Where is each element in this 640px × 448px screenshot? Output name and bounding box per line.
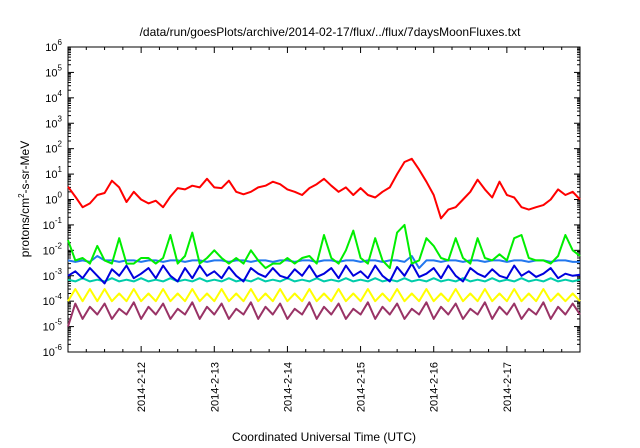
y-tick-exponent: 0 — [58, 191, 63, 200]
y-tick-exponent: -4 — [55, 292, 63, 301]
x-tick-label: 2014-2-14 — [282, 362, 294, 412]
data-series — [67, 157, 581, 327]
y-axis-label-sup: 2 — [17, 193, 26, 198]
y-tick-label: 10-2 — [43, 241, 63, 257]
x-tick-label: 2014-2-12 — [136, 362, 148, 412]
y-tick-exponent: 5 — [58, 63, 63, 72]
x-tick-label: 2014-2-17 — [502, 362, 514, 412]
y-tick-base: 10 — [45, 93, 57, 105]
x-axis-label: Coordinated Universal Time (UTC) — [232, 430, 416, 444]
y-tick-base: 10 — [43, 322, 55, 334]
y-tick-base: 10 — [45, 118, 57, 130]
x-axis-ticks: 2014-2-12 2014-2-13 2014-2-14 2014-2-15 2014… — [67, 47, 581, 412]
series-line-4 — [67, 277, 581, 283]
x-tick-label: 2014-2-15 — [356, 362, 368, 412]
y-tick-label: 10-6 — [43, 343, 63, 359]
y-tick-label: 102 — [45, 140, 62, 156]
y-tick-label: 106 — [45, 38, 62, 54]
y-tick-base: 10 — [43, 347, 55, 359]
y-tick-label: 10-3 — [43, 267, 63, 283]
y-tick-label: 10-1 — [43, 216, 63, 232]
y-tick-exponent: -3 — [55, 267, 63, 276]
y-axis-label: protons/cm2-s-sr-MeV — [17, 141, 32, 257]
y-tick-label: 104 — [45, 89, 62, 105]
y-tick-base: 10 — [45, 67, 57, 79]
y-tick-exponent: 2 — [58, 140, 63, 149]
y-tick-label: 101 — [45, 165, 62, 181]
y-axis-label-base: protons/cm — [18, 198, 32, 257]
y-tick-label: 105 — [45, 63, 62, 79]
y-tick-exponent: 3 — [58, 114, 63, 123]
y-tick-exponent: 4 — [58, 89, 63, 98]
y-axis-ticks: 10610510410310210110010-110-210-310-410-… — [43, 38, 580, 359]
y-tick-exponent: -2 — [55, 241, 63, 250]
series-line-1 — [67, 223, 581, 270]
series-line-0 — [67, 157, 581, 220]
chart-title: /data/run/goesPlots/archive/2014-02-17/f… — [140, 25, 522, 39]
y-tick-exponent: -6 — [55, 343, 63, 352]
series-line-6 — [67, 301, 581, 327]
plot-frame — [67, 46, 581, 353]
series-line-3 — [67, 255, 580, 270]
y-tick-base: 10 — [45, 144, 57, 156]
y-tick-base: 10 — [45, 195, 57, 207]
series-line-2 — [67, 262, 581, 285]
y-tick-base: 10 — [43, 271, 55, 283]
x-tick-label: 2014-2-16 — [429, 362, 441, 412]
y-tick-base: 10 — [45, 42, 57, 54]
series-line-5 — [67, 288, 581, 303]
y-tick-base: 10 — [45, 169, 57, 181]
y-tick-exponent: 6 — [58, 38, 63, 47]
y-tick-label: 10-5 — [43, 318, 63, 334]
y-tick-label: 103 — [45, 114, 62, 130]
y-tick-base: 10 — [43, 296, 55, 308]
y-tick-base: 10 — [43, 220, 55, 232]
y-tick-label: 100 — [45, 191, 62, 207]
y-axis-label-rest: -s-sr-MeV — [18, 141, 32, 194]
y-tick-exponent: 1 — [58, 165, 63, 174]
y-tick-exponent: -1 — [55, 216, 63, 225]
y-tick-label: 10-4 — [43, 292, 63, 308]
x-tick-label: 2014-2-13 — [209, 362, 221, 412]
y-tick-base: 10 — [43, 245, 55, 257]
y-tick-exponent: -5 — [55, 318, 63, 327]
